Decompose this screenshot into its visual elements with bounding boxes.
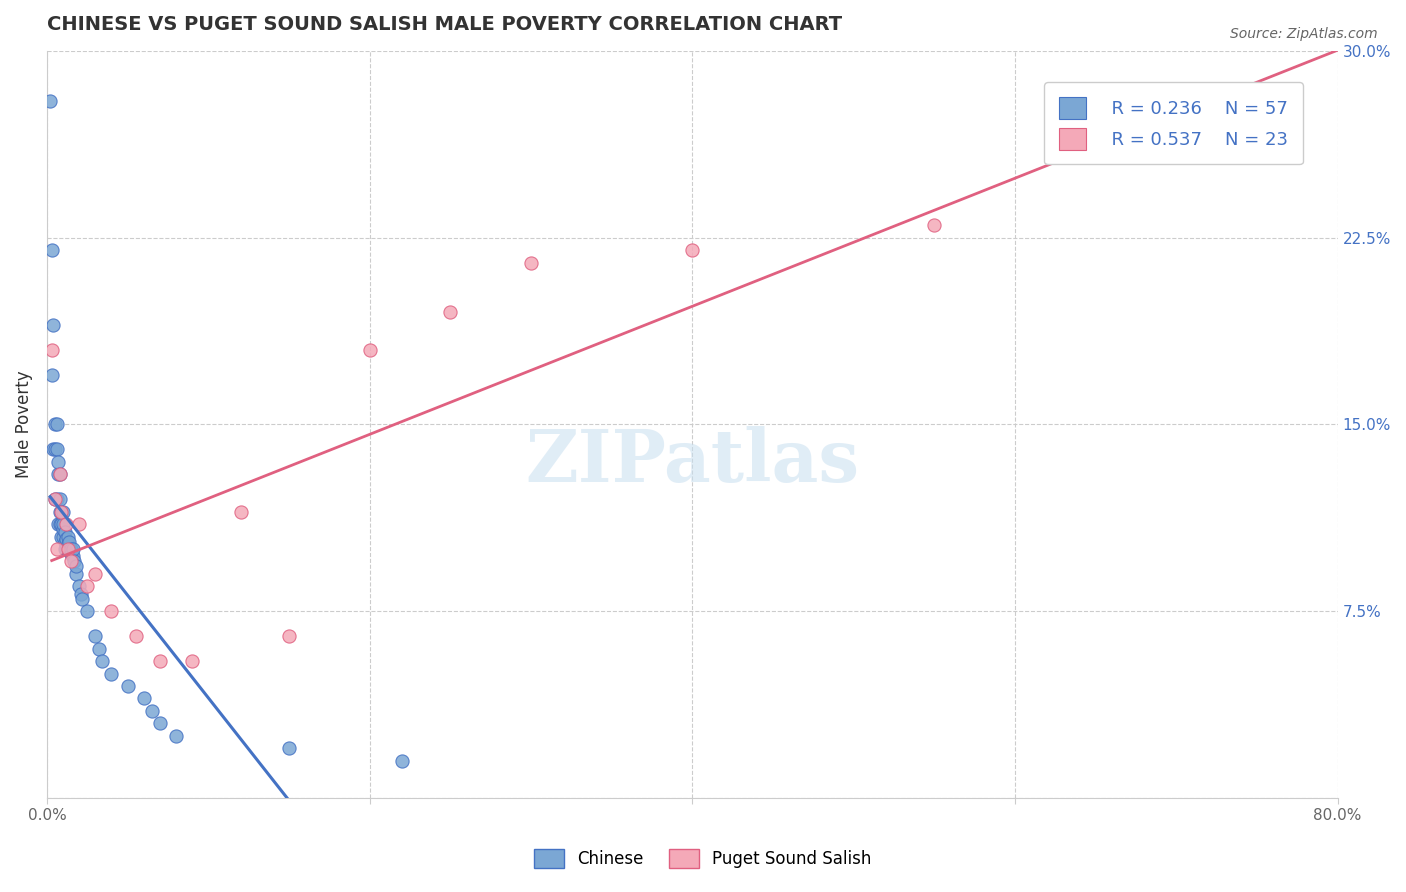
Point: [41, 368, 63, 382]
Point: [60, 554, 83, 568]
Point: [149, 716, 172, 731]
Point: [49, 492, 72, 507]
Point: [65, 559, 87, 574]
Point: [49, 467, 72, 482]
Point: [76, 604, 98, 618]
Point: [56, 537, 79, 551]
Y-axis label: Male Poverty: Male Poverty: [15, 371, 32, 478]
Point: [55, 517, 77, 532]
Point: [62, 549, 84, 564]
Point: [51, 505, 73, 519]
Point: [229, 505, 252, 519]
Point: [72, 591, 94, 606]
Point: [60, 541, 83, 556]
Point: [53, 524, 76, 539]
Point: [76, 579, 98, 593]
Point: [56, 541, 79, 556]
Point: [65, 566, 87, 581]
Point: [141, 704, 163, 718]
Point: [56, 541, 79, 556]
Point: [100, 666, 122, 681]
Point: [45, 492, 67, 507]
Point: [51, 505, 73, 519]
Point: [62, 541, 84, 556]
Point: [42, 442, 65, 457]
Point: [181, 654, 204, 668]
Point: [149, 654, 172, 668]
Point: [132, 691, 155, 706]
Point: [84, 629, 107, 643]
Point: [58, 541, 80, 556]
Point: [46, 517, 69, 532]
Point: [46, 455, 69, 469]
Point: [90, 654, 112, 668]
Point: [58, 534, 80, 549]
Point: [60, 547, 83, 561]
Point: [359, 343, 381, 357]
Point: [42, 318, 65, 332]
Text: ZIPatlas: ZIPatlas: [526, 426, 859, 498]
Point: [165, 729, 187, 743]
Legend: Chinese, Puget Sound Salish: Chinese, Puget Sound Salish: [527, 842, 879, 875]
Point: [87, 641, 110, 656]
Point: [117, 679, 139, 693]
Point: [277, 741, 299, 756]
Point: [53, 534, 76, 549]
Point: [45, 442, 67, 457]
Point: [41, 243, 63, 257]
Point: [922, 218, 945, 232]
Point: [52, 529, 75, 543]
Point: [49, 505, 72, 519]
Point: [124, 629, 146, 643]
Point: [44, 492, 66, 507]
Point: [46, 467, 69, 482]
Point: [1166, 144, 1188, 158]
Point: [69, 587, 91, 601]
Point: [53, 541, 76, 556]
Point: [44, 417, 66, 432]
Point: [67, 517, 90, 532]
Point: [439, 305, 461, 319]
Point: [44, 492, 66, 507]
Point: [67, 579, 90, 593]
Point: [391, 754, 413, 768]
Point: [520, 255, 543, 269]
Point: [45, 541, 67, 556]
Point: [681, 243, 703, 257]
Point: [55, 532, 77, 546]
Point: [51, 517, 73, 532]
Text: CHINESE VS PUGET SOUND SALISH MALE POVERTY CORRELATION CHART: CHINESE VS PUGET SOUND SALISH MALE POVER…: [46, 15, 842, 34]
Point: [45, 417, 67, 432]
Point: [41, 343, 63, 357]
Point: [277, 629, 299, 643]
Point: [49, 517, 72, 532]
Point: [49, 467, 72, 482]
Point: [100, 604, 122, 618]
Point: [52, 517, 75, 532]
Text: Source: ZipAtlas.com: Source: ZipAtlas.com: [1230, 27, 1378, 41]
Point: [56, 529, 79, 543]
Point: [84, 566, 107, 581]
Point: [39, 94, 62, 108]
Point: [44, 442, 66, 457]
Point: [52, 522, 75, 536]
Point: [52, 505, 75, 519]
Point: [63, 554, 86, 568]
Point: [51, 529, 73, 543]
Legend:   R = 0.236    N = 57,   R = 0.537    N = 23: R = 0.236 N = 57, R = 0.537 N = 23: [1045, 82, 1303, 164]
Point: [55, 541, 77, 556]
